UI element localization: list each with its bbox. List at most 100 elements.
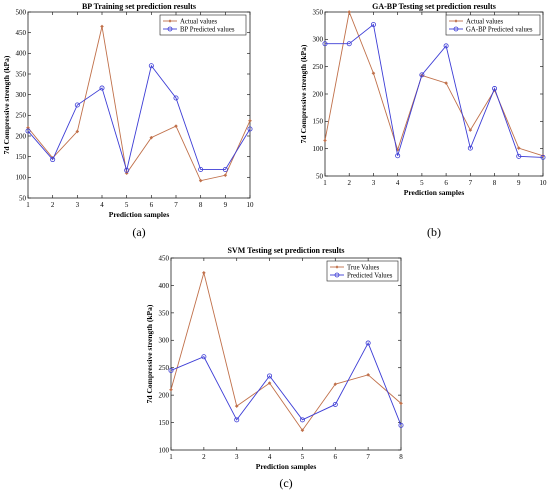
data-point-actual bbox=[223, 173, 228, 178]
x-tick-label: 3 bbox=[76, 201, 80, 209]
series-line-actual bbox=[170, 271, 402, 432]
series-line-actual bbox=[324, 10, 544, 157]
data-point-predicted bbox=[148, 63, 154, 69]
x-tick-label: 8 bbox=[199, 201, 203, 209]
data-point-predicted bbox=[198, 166, 204, 172]
x-tick-label: 4 bbox=[100, 201, 104, 209]
legend-box bbox=[159, 14, 247, 36]
data-point-predicted bbox=[25, 128, 31, 134]
data-point-predicted bbox=[99, 85, 105, 91]
y-tick-label: 100 bbox=[16, 174, 27, 182]
data-point-predicted bbox=[467, 145, 473, 151]
x-tick-label: 4 bbox=[268, 453, 272, 461]
chart-c: SVM Testing set prediction results 1 2 3 4 5 6… bbox=[145, 246, 404, 490]
legend-marker-actual bbox=[168, 19, 172, 23]
y-axis-label: 7d Compressive strength (kPa) bbox=[2, 55, 11, 154]
legend-entry-label: Actual values bbox=[180, 18, 218, 25]
legend-marker-predicted bbox=[334, 272, 340, 278]
y-tick-label: 400 bbox=[159, 282, 170, 290]
x-tick-label: 9 bbox=[224, 201, 228, 209]
data-point-actual bbox=[323, 138, 327, 143]
y-tick-label: 100 bbox=[313, 145, 324, 153]
series-line-actual bbox=[27, 26, 251, 182]
data-point-predicted bbox=[492, 86, 498, 92]
data-point-predicted bbox=[395, 153, 401, 159]
y-tick-label: 50 bbox=[316, 172, 324, 180]
data-point-predicted bbox=[516, 153, 522, 159]
data-point-predicted bbox=[201, 354, 207, 360]
data-point-actual bbox=[201, 270, 206, 275]
panel-label: (c) bbox=[279, 476, 292, 490]
y-axis-label: 7d Compressive strength (kPa) bbox=[299, 44, 308, 143]
panel-label: (a) bbox=[132, 225, 145, 239]
data-point-actual bbox=[399, 401, 403, 406]
legend-entry-label: Predicted Values bbox=[347, 272, 393, 279]
x-tick-label: 8 bbox=[493, 179, 497, 187]
data-point-predicted bbox=[168, 367, 174, 373]
chart-title: SVM Testing set prediction results bbox=[227, 246, 344, 255]
data-point-actual bbox=[444, 81, 448, 85]
y-tick-label: 350 bbox=[159, 309, 170, 317]
data-point-predicted bbox=[267, 373, 273, 379]
y-tick-label: 150 bbox=[313, 118, 324, 126]
legend-marker-predicted bbox=[167, 26, 173, 32]
data-point-predicted bbox=[332, 401, 338, 407]
y-tick-label: 150 bbox=[16, 153, 27, 161]
data-point-predicted bbox=[247, 126, 253, 132]
data-point-predicted bbox=[50, 157, 56, 163]
data-point-predicted bbox=[299, 417, 305, 423]
chart-title: GA-BP Testing set prediction results bbox=[372, 2, 496, 11]
data-point-actual bbox=[347, 10, 352, 14]
data-point-actual bbox=[234, 404, 239, 408]
plot-frame bbox=[170, 257, 402, 451]
data-point-actual bbox=[174, 124, 178, 128]
legend-marker-actual bbox=[454, 19, 458, 23]
x-axis-label: Prediction samples bbox=[404, 188, 465, 197]
legend-entry-label: True Values bbox=[347, 264, 380, 271]
chart-a: BP Training set prediction results 1 2 3 4 5 6… bbox=[2, 2, 254, 239]
series-line-predicted bbox=[170, 341, 402, 426]
legend-box bbox=[326, 260, 399, 282]
data-point-actual bbox=[169, 387, 173, 392]
y-tick-label: 400 bbox=[16, 50, 27, 58]
data-point-predicted bbox=[222, 166, 228, 172]
chart-title: BP Training set prediction results bbox=[82, 2, 196, 11]
x-tick-label: 6 bbox=[334, 453, 338, 461]
x-tick-label: 8 bbox=[399, 453, 403, 461]
legend-entry-label: Actual values bbox=[466, 18, 504, 25]
data-point-actual bbox=[248, 118, 252, 123]
y-tick-label: 250 bbox=[159, 364, 170, 372]
y-tick-label: 450 bbox=[16, 29, 27, 37]
data-point-actual bbox=[300, 428, 305, 433]
chart-b: GA-BP Testing set prediction results 1 2 3 4… bbox=[299, 2, 547, 239]
data-point-predicted bbox=[365, 340, 371, 346]
x-tick-label: 2 bbox=[51, 201, 55, 209]
data-point-actual bbox=[267, 381, 272, 385]
x-tick-label: 5 bbox=[420, 179, 424, 187]
x-tick-label: 5 bbox=[125, 201, 129, 209]
data-point-predicted bbox=[540, 154, 546, 160]
x-tick-label: 1 bbox=[169, 453, 173, 461]
x-tick-label: 1 bbox=[26, 201, 30, 209]
data-point-predicted bbox=[398, 422, 404, 428]
data-point-predicted bbox=[419, 72, 425, 78]
x-axis-label: Prediction samples bbox=[109, 210, 170, 219]
y-tick-label: 200 bbox=[159, 392, 170, 400]
legend-box bbox=[445, 14, 541, 36]
plot-frame bbox=[27, 11, 251, 199]
legend-entry-label: BP Predicted values bbox=[180, 26, 235, 33]
data-point-predicted bbox=[443, 43, 449, 49]
x-tick-label: 6 bbox=[150, 201, 154, 209]
data-point-predicted bbox=[173, 95, 179, 101]
x-tick-label: 1 bbox=[323, 179, 327, 187]
data-point-predicted bbox=[74, 102, 80, 108]
legend-marker-actual bbox=[335, 265, 339, 269]
series-line-predicted bbox=[325, 23, 544, 158]
data-point-predicted bbox=[322, 41, 328, 47]
x-tick-label: 10 bbox=[540, 179, 548, 187]
x-tick-label: 9 bbox=[517, 179, 521, 187]
x-tick-label: 7 bbox=[469, 179, 473, 187]
